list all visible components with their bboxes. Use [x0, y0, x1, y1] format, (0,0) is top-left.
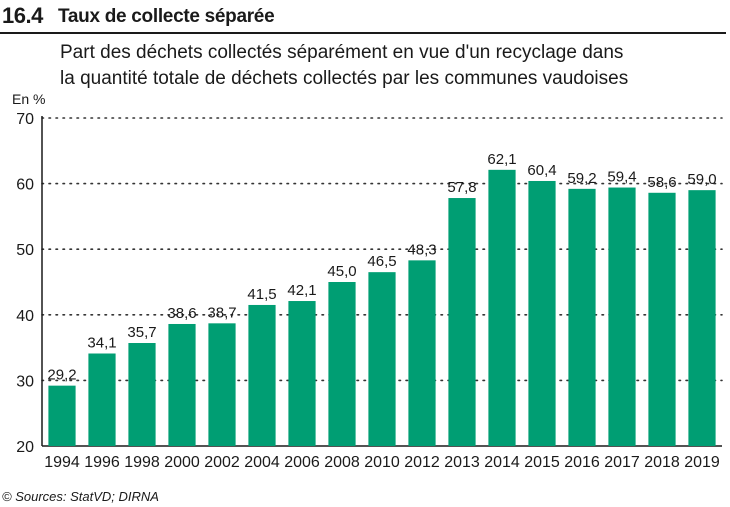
x-tick-label: 2012 — [404, 454, 440, 471]
data-label-2014: 62,1 — [487, 151, 516, 168]
bar-chart: 20 30 40 50 60 70 29,2 34,1 35,7 38,6 38,7 41,5 42,… — [16, 111, 723, 471]
data-label-2006: 42,1 — [287, 282, 316, 299]
data-label-2004: 41,5 — [247, 286, 276, 303]
data-label-2000: 38,6 — [167, 305, 196, 322]
x-tick-label: 2008 — [324, 454, 360, 471]
data-label-1994: 29,2 — [47, 367, 76, 384]
header-rule — [0, 32, 726, 34]
bar-1998 — [128, 343, 156, 446]
bar-1996 — [88, 353, 116, 446]
bar-2000 — [168, 323, 196, 446]
bar-2019 — [688, 190, 716, 446]
x-tick-label: 2015 — [524, 454, 560, 471]
x-tick-label: 1998 — [124, 454, 160, 471]
bar-2018 — [648, 192, 676, 446]
y-tick-label: 40 — [16, 308, 34, 325]
x-axis: 1994 1996 1998 2000 2002 2004 2006 2008 2010 2012… — [44, 454, 720, 471]
data-label-1996: 34,1 — [87, 335, 116, 352]
bar-2006 — [288, 301, 316, 446]
x-tick-label: 1996 — [84, 454, 120, 471]
x-tick-label: 2018 — [644, 454, 680, 471]
x-tick-label: 1994 — [44, 454, 80, 471]
y-tick-label: 60 — [16, 177, 34, 194]
bar-2017 — [608, 187, 636, 446]
data-label-2015: 60,4 — [527, 162, 556, 179]
figure-number: 16.4 — [2, 3, 43, 28]
subtitle-line-2: la quantité totale de déchets collectés … — [60, 68, 629, 89]
data-label-2018: 58,6 — [647, 174, 676, 191]
y-tick-label: 30 — [16, 373, 34, 390]
source-note: © Sources: StatVD; DIRNA — [2, 489, 159, 504]
x-tick-label: 2017 — [604, 454, 640, 471]
figure-header: 16.4 Taux de collecte séparée — [0, 0, 730, 34]
x-tick-label: 2013 — [444, 454, 480, 471]
x-tick-label: 2004 — [244, 454, 280, 471]
data-label-2012: 48,3 — [407, 241, 436, 258]
data-label-2019: 59,0 — [687, 171, 716, 188]
x-tick-label: 2016 — [564, 454, 600, 471]
bar-2014 — [488, 169, 516, 446]
data-label-1998: 35,7 — [127, 324, 156, 341]
data-label-2002: 38,7 — [207, 304, 236, 321]
x-tick-label: 2014 — [484, 454, 520, 471]
subtitle-line-1: Part des déchets collectés séparément en… — [60, 42, 624, 63]
bar-2015 — [528, 180, 556, 446]
chart-subtitle: Part des déchets collectés séparément en… — [60, 40, 720, 92]
x-tick-label: 2010 — [364, 454, 400, 471]
y-tick-label: 50 — [16, 242, 34, 259]
x-tick-label: 2006 — [284, 454, 320, 471]
bar-2013 — [448, 198, 476, 446]
x-tick-label: 2002 — [204, 454, 240, 471]
bar-2002 — [208, 323, 236, 446]
data-labels: 29,2 34,1 35,7 38,6 38,7 41,5 42,1 45,0 46,5 48,3… — [47, 151, 716, 384]
data-label-2016: 59,2 — [567, 170, 596, 187]
figure-title: Taux de collecte séparée — [58, 6, 275, 27]
bar-2012 — [408, 260, 436, 446]
bars — [48, 169, 716, 446]
y-tick-label: 20 — [16, 439, 34, 456]
bar-2010 — [368, 272, 396, 446]
data-label-2008: 45,0 — [327, 263, 356, 280]
bar-2016 — [568, 188, 596, 446]
x-tick-label: 2019 — [684, 454, 720, 471]
x-tick-label: 2000 — [164, 454, 200, 471]
data-label-2013: 57,8 — [447, 179, 476, 196]
data-label-2017: 59,4 — [607, 169, 636, 186]
bar-2008 — [328, 282, 356, 446]
bar-1994 — [48, 385, 76, 446]
y-tick-label: 70 — [16, 111, 34, 128]
data-label-2010: 46,5 — [367, 253, 396, 270]
bar-2004 — [248, 304, 276, 446]
y-axis-unit-label: En % — [12, 91, 46, 107]
